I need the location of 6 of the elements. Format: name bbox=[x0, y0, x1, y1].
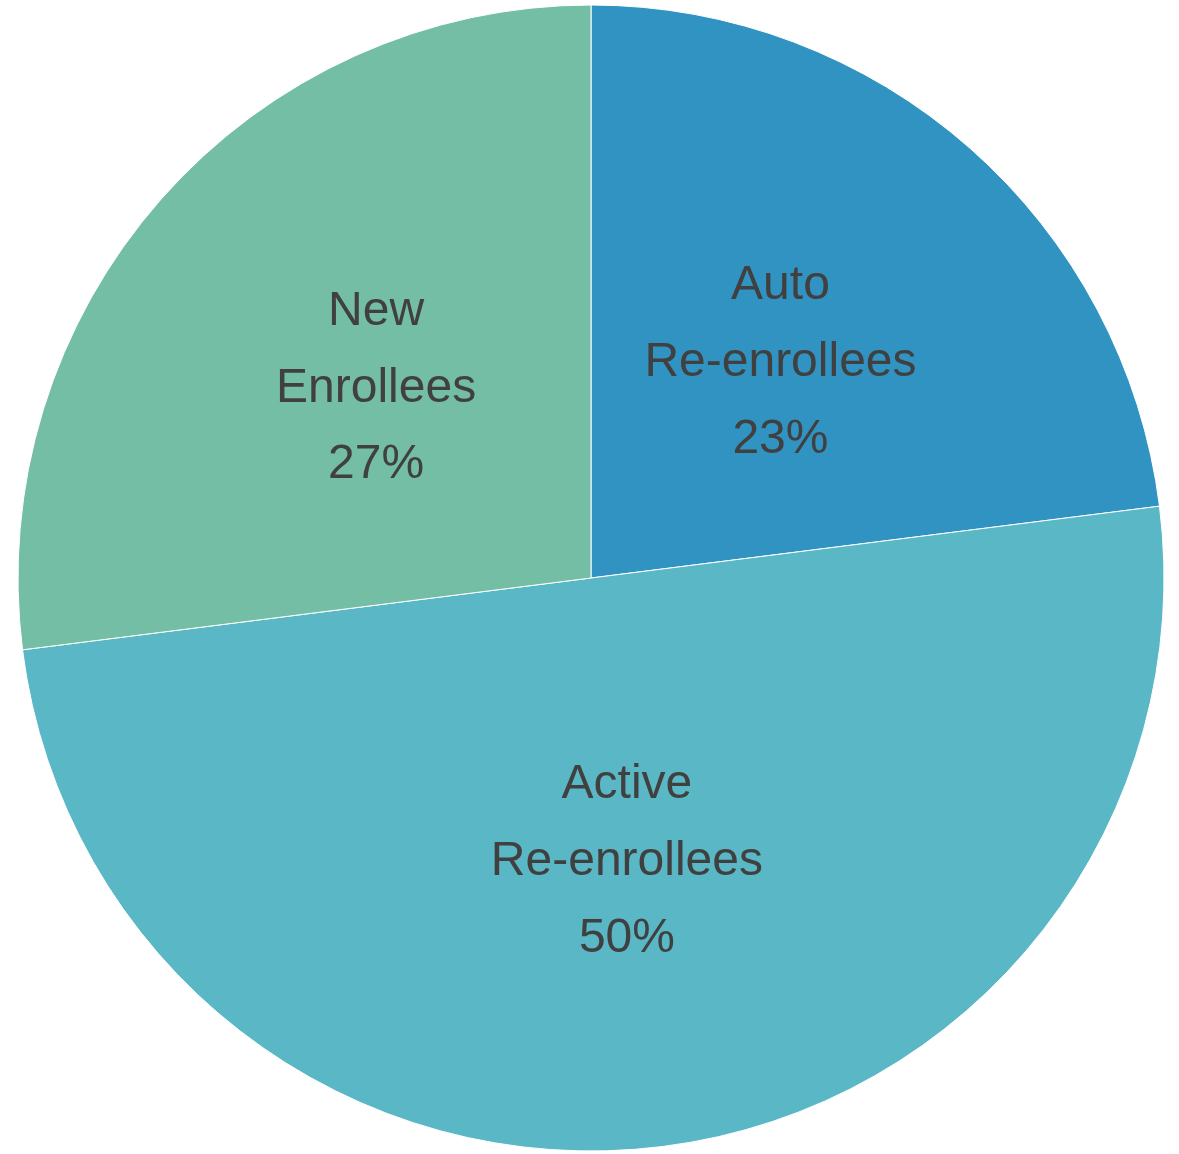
data-label: 23% bbox=[732, 409, 829, 463]
slice-label: New Enrollees bbox=[276, 281, 477, 412]
slice-label: Auto Re-enrollees bbox=[644, 255, 917, 386]
slice-label: Active Re-enrollees bbox=[490, 755, 763, 885]
data-label: 50% bbox=[578, 908, 675, 962]
data-label: 27% bbox=[328, 435, 425, 489]
